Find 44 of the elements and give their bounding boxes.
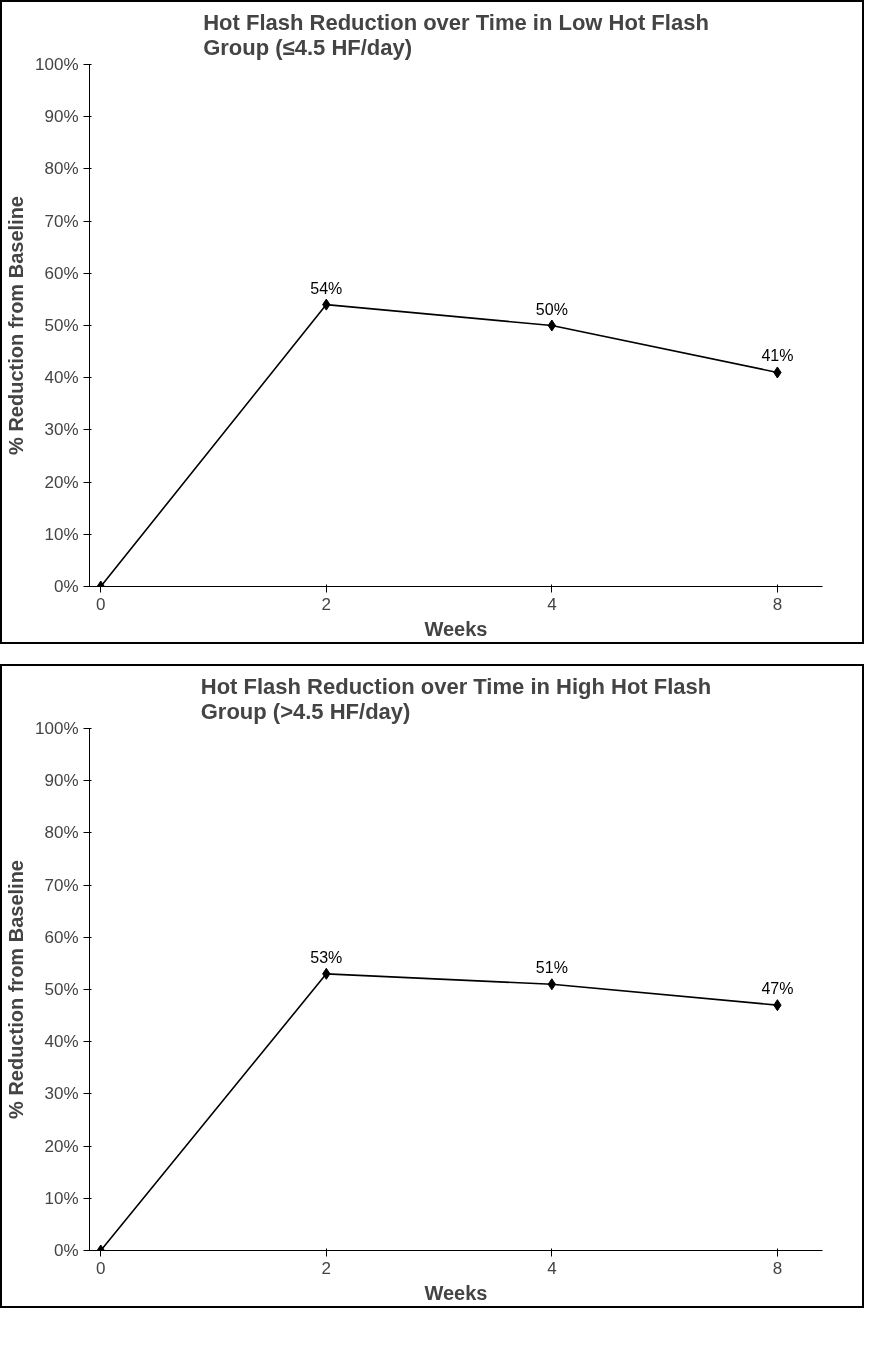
- x-tick-label: 4: [547, 594, 557, 614]
- y-tick-label: 10%: [44, 524, 79, 544]
- x-tick-label: 8: [772, 1258, 783, 1278]
- data-label: 47%: [761, 980, 794, 998]
- y-tick-label: 60%: [44, 927, 79, 947]
- y-tick-label: 80%: [44, 159, 79, 179]
- y-tick-label: 50%: [44, 980, 79, 999]
- y-tick-label: 50%: [44, 316, 79, 335]
- x-tick-label: 0: [96, 594, 106, 614]
- y-tick-label: 80%: [44, 823, 79, 843]
- point: [547, 319, 557, 332]
- y-tick-label: 40%: [44, 1032, 79, 1052]
- x-tick-label: 4: [547, 1258, 557, 1278]
- y-tick-label: 60%: [44, 263, 79, 283]
- y-tick-label: 100%: [35, 719, 79, 738]
- y-tick-label: 70%: [44, 211, 79, 231]
- y-axis-title: % Reduction from Baseline: [5, 860, 28, 1119]
- x-axis-title: Weeks: [424, 1281, 488, 1304]
- y-tick-label: 90%: [44, 107, 79, 127]
- y-tick-label: 20%: [44, 472, 79, 492]
- y-tick-label: 30%: [44, 1084, 79, 1104]
- x-tick-label: 2: [321, 1258, 332, 1278]
- y-tick-label: 30%: [44, 420, 79, 440]
- y-tick-label: 100%: [35, 55, 79, 74]
- x-axis-title: Weeks: [424, 617, 488, 640]
- x-tick-label: 0: [96, 1258, 106, 1278]
- x-tick-label: 8: [772, 594, 783, 614]
- y-tick-label: 10%: [44, 1188, 79, 1208]
- y-axis-title: % Reduction from Baseline: [5, 196, 28, 455]
- y-tick-label: 0%: [53, 577, 79, 596]
- data-label: 50%: [535, 300, 568, 318]
- y-tick-label: 0%: [53, 1241, 79, 1260]
- y-tick-label: 40%: [44, 368, 79, 388]
- data-label: 41%: [761, 347, 794, 365]
- y-tick-label: 20%: [44, 1136, 79, 1156]
- chart-title: Hot Flash Reduction over Time in High Hot Flash Group (>4.5 HF/day): [200, 673, 712, 724]
- data-label: 53%: [310, 948, 343, 966]
- x-tick-label: 2: [321, 594, 332, 614]
- data-label: 54%: [310, 279, 343, 297]
- chart-title: Hot Flash Reduction over Time in Low Hot Flash Group (≤4.5 HF/day): [203, 9, 709, 60]
- y-tick-label: 70%: [44, 875, 79, 895]
- point: [547, 978, 557, 991]
- y-tick-label: 90%: [44, 771, 79, 791]
- data-label: 51%: [535, 959, 568, 977]
